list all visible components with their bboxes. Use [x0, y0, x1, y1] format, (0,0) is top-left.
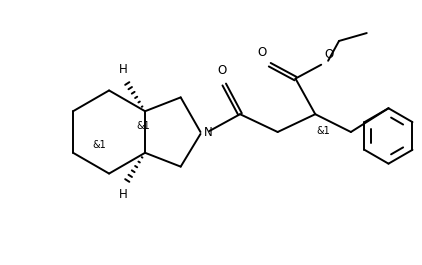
Text: H: H [119, 188, 128, 201]
Text: &1: &1 [92, 140, 106, 150]
Text: O: O [218, 64, 227, 77]
Text: &1: &1 [316, 126, 330, 136]
Text: O: O [257, 46, 266, 59]
Text: O: O [324, 48, 333, 61]
Text: &1: &1 [136, 121, 150, 131]
Text: H: H [119, 63, 128, 76]
Text: N: N [203, 126, 212, 139]
